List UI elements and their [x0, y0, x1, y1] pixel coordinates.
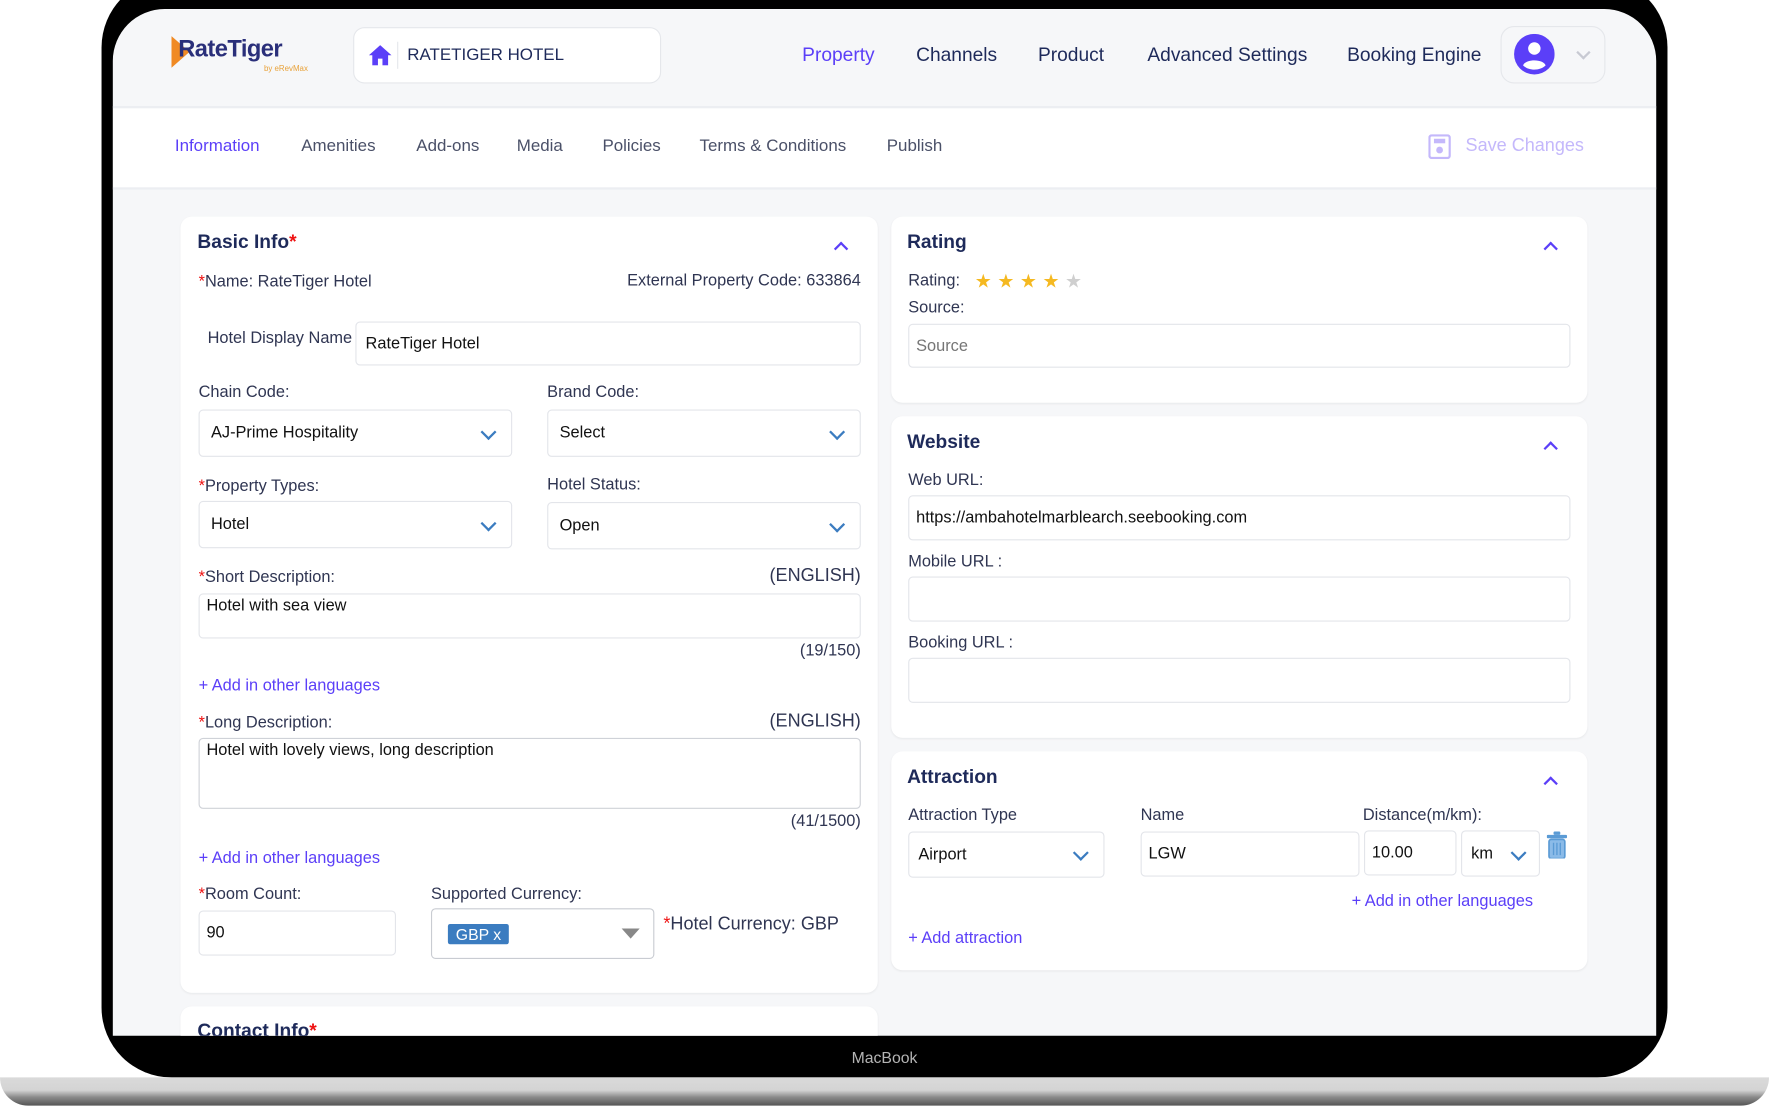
long-description-label: *Long Description:: [198, 714, 333, 733]
nav-channels[interactable]: Channels: [916, 43, 998, 66]
property-types-select[interactable]: Hotel: [198, 500, 513, 549]
source-input[interactable]: [908, 323, 1571, 368]
add-attraction-link[interactable]: + Add attraction: [908, 929, 1023, 948]
supported-currency-select[interactable]: GBP x: [430, 908, 655, 959]
dropdown-triangle-icon: [621, 928, 640, 939]
brand-code-select[interactable]: Select: [547, 409, 861, 457]
hotel-name: RATETIGER HOTEL: [407, 45, 564, 65]
star-rating[interactable]: ★ ★ ★ ★ ★: [975, 271, 1088, 294]
chevron-down-icon: [480, 515, 497, 532]
user-menu[interactable]: [1500, 25, 1606, 84]
attraction-name-input[interactable]: LGW: [1140, 831, 1360, 877]
mobile-url-label: Mobile URL :: [908, 552, 1003, 571]
long-description-textarea[interactable]: Hotel with lovely views, long descriptio…: [198, 737, 861, 809]
attraction-type-select[interactable]: Airport: [908, 831, 1105, 878]
short-description-language: (ENGLISH): [769, 566, 861, 586]
contact-info-card: [180, 1006, 878, 1036]
distance-label: Distance(m/km):: [1362, 806, 1482, 825]
save-changes-button[interactable]: Save Changes: [1428, 133, 1586, 160]
hotel-selector[interactable]: RATETIGER HOTEL: [353, 27, 662, 84]
hotel-status-label: Hotel Status:: [547, 476, 641, 495]
mobile-url-input[interactable]: [908, 576, 1571, 622]
laptop-base: [0, 1077, 1769, 1106]
room-count-label: *Room Count:: [198, 885, 302, 904]
web-url-label: Web URL:: [908, 471, 984, 490]
subnav-bar: [112, 106, 1657, 190]
attraction-name-label: Name: [1140, 806, 1185, 825]
website-title: Website: [907, 430, 981, 453]
long-description-language: (ENGLISH): [769, 711, 861, 732]
rating-title: Rating: [907, 231, 967, 253]
screen: RateTiger by eRevMax RATETIGER HOTEL Pro…: [112, 9, 1657, 1036]
chevron-down-icon: [1072, 844, 1089, 861]
tab-information[interactable]: Information: [174, 136, 260, 156]
short-description-textarea[interactable]: Hotel with sea view: [198, 593, 861, 639]
nav-booking-engine[interactable]: Booking Engine: [1347, 43, 1482, 66]
logo-mark-icon: [171, 36, 190, 68]
avatar-icon: [1514, 33, 1555, 75]
tab-policies[interactable]: Policies: [602, 136, 661, 156]
logo-subtext: by eRevMax: [263, 65, 308, 74]
tab-add-ons[interactable]: Add-ons: [416, 136, 480, 156]
nav-property[interactable]: Property: [802, 43, 875, 66]
brand-code-label: Brand Code:: [547, 383, 640, 402]
rating-label: Rating:: [908, 271, 961, 290]
nav-advanced-settings[interactable]: Advanced Settings: [1147, 43, 1308, 66]
contact-info-title: Contact Info*: [197, 1019, 317, 1036]
source-label: Source:: [908, 298, 965, 318]
save-icon: [1428, 134, 1451, 160]
room-count-input[interactable]: 90: [198, 910, 396, 956]
chain-code-select[interactable]: AJ-Prime Hospitality: [198, 409, 513, 457]
tab-terms-conditions[interactable]: Terms & Conditions: [699, 136, 847, 156]
short-description-label: *Short Description:: [198, 568, 335, 587]
short-description-count: (19/150): [799, 641, 861, 660]
display-name-label: Hotel Display Name: [207, 329, 353, 348]
device-label: MacBook: [851, 1048, 918, 1067]
logo-text: RateTiger: [178, 36, 283, 63]
booking-url-label: Booking URL :: [908, 634, 1014, 653]
display-name-input[interactable]: RateTiger Hotel: [355, 321, 861, 366]
chain-code-label: Chain Code:: [198, 383, 290, 402]
tab-media[interactable]: Media: [516, 136, 563, 156]
logo[interactable]: RateTiger by eRevMax: [171, 34, 318, 75]
chevron-down-icon: [480, 424, 497, 441]
attraction-add-language-link[interactable]: + Add in other languages: [1351, 892, 1534, 911]
star-icon[interactable]: ★: [1065, 270, 1083, 293]
supported-currency-label: Supported Currency:: [430, 885, 582, 904]
attraction-type-label: Attraction Type: [908, 806, 1018, 825]
nav-product[interactable]: Product: [1037, 43, 1105, 66]
chevron-down-icon: [1576, 45, 1591, 60]
hotel-name-label: *Name: RateTiger Hotel: [198, 273, 372, 292]
long-description-count: (41/1500): [790, 812, 861, 831]
booking-url-input[interactable]: [908, 657, 1571, 703]
star-icon[interactable]: ★: [974, 270, 992, 293]
home-icon: [368, 45, 392, 66]
tab-publish[interactable]: Publish: [886, 136, 943, 156]
tab-amenities[interactable]: Amenities: [301, 136, 376, 156]
trash-icon[interactable]: [1546, 831, 1568, 859]
chevron-down-icon: [1510, 844, 1527, 861]
currency-chip-gbp[interactable]: GBP x: [447, 923, 510, 944]
external-property-code: External Property Code: 633864: [627, 271, 861, 290]
long-description-add-language-link[interactable]: + Add in other languages: [198, 849, 381, 868]
star-icon[interactable]: ★: [997, 270, 1015, 293]
short-description-add-language-link[interactable]: + Add in other languages: [198, 676, 381, 695]
star-icon[interactable]: ★: [1042, 270, 1060, 293]
distance-unit-select[interactable]: km: [1461, 830, 1540, 877]
attraction-title: Attraction: [907, 766, 998, 788]
chevron-down-icon: [829, 516, 846, 533]
rating-card: [891, 216, 1588, 403]
distance-input[interactable]: 10.00: [1363, 830, 1457, 876]
star-icon[interactable]: ★: [1019, 270, 1038, 293]
basic-info-title: Basic Info*: [197, 231, 297, 253]
hotel-status-select[interactable]: Open: [547, 502, 861, 550]
property-types-label: *Property Types:: [198, 477, 320, 496]
hotel-currency: *Hotel Currency: GBP: [663, 914, 839, 935]
save-changes-label: Save Changes: [1465, 136, 1584, 156]
chevron-down-icon: [829, 424, 846, 441]
web-url-input[interactable]: https://ambahotelmarblearch.seebooking.c…: [908, 495, 1571, 541]
